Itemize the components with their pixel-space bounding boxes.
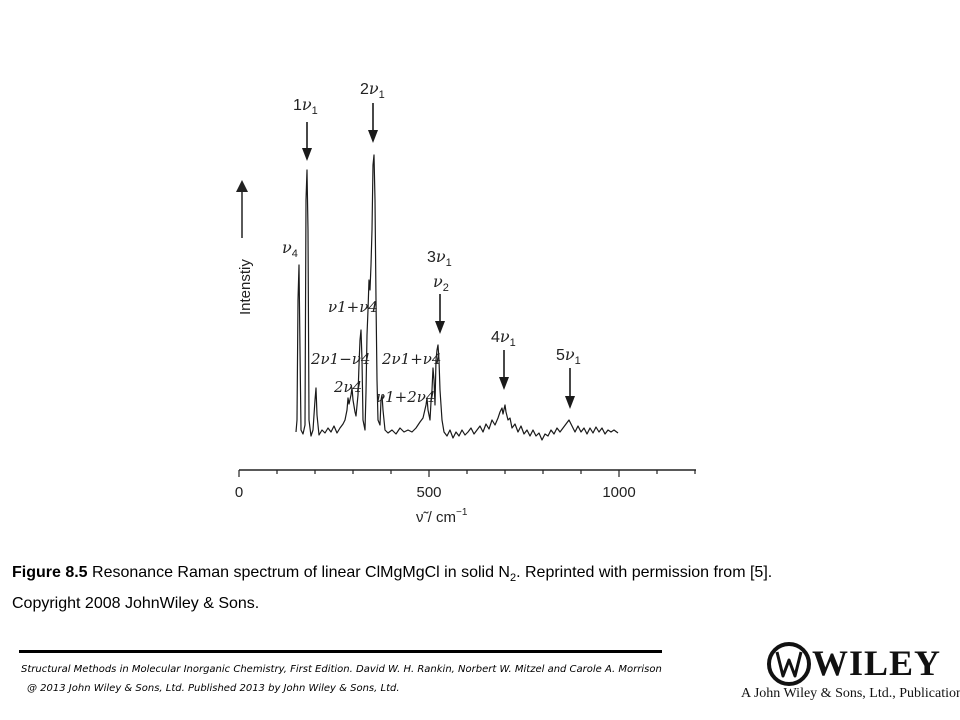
x-axis-title: ν̃ / cm−1 (416, 507, 468, 526)
arrow-5v1 (565, 368, 575, 409)
caption-text-a: Resonance Raman spectrum of linear ClMgM… (92, 564, 510, 581)
label-v4-sub: 4 (292, 248, 298, 260)
label-3v1-sub: 1 (446, 257, 452, 269)
label-4v1-coef: 4 (491, 329, 500, 346)
label-v4: ν4 (282, 238, 298, 260)
label-v2: ν2 (433, 272, 449, 294)
caption-sub: 2 (509, 572, 517, 585)
footer-divider (19, 650, 662, 653)
label-4v1-sub: 1 (510, 337, 516, 349)
citation-line-2: @ 2013 John Wiley & Sons, Ltd. Published… (27, 683, 400, 694)
caption-line2: Copyright 2008 JohnWiley & Sons. (12, 595, 260, 613)
label-5v1: 5ν1 (556, 345, 581, 367)
label-v1pv4: ν1+ν4 (328, 298, 378, 316)
label-1v1-sym: ν (302, 95, 312, 114)
label-2v1-coef: 2 (360, 81, 369, 98)
label-2v1-sym: ν (369, 79, 379, 98)
figure-caption: Figure 8.5 Resonance Raman spectrum of l… (12, 560, 942, 617)
caption-label: Figure 8.5 (12, 564, 88, 581)
citation-line-1: Structural Methods in Molecular Inorgani… (21, 664, 662, 675)
y-axis-title: Intenstiy (237, 259, 254, 315)
label-2v4: 2ν4 (333, 378, 362, 396)
x-axis-title-exp: −1 (456, 507, 468, 518)
label-v1p2v4: ν1+2ν4 (376, 388, 435, 406)
arrow-1v1 (302, 122, 312, 161)
caption-text-b: . Reprinted with permission from [5]. (516, 564, 773, 581)
spectrum-trace (295, 154, 619, 441)
arrow-4v1 (499, 350, 509, 390)
label-3v1-sym: ν (436, 247, 446, 266)
label-3v1: 3ν1 (427, 247, 452, 269)
label-2v1mv4: 2ν1−ν4 (310, 350, 370, 368)
label-v2-sym: ν (433, 272, 443, 291)
label-1v1-sub: 1 (312, 105, 318, 117)
label-2v1: 2ν1 (360, 79, 385, 101)
label-3v1-coef: 3 (427, 249, 436, 266)
spectrum-plot: 0 500 1000 ν̃ / cm−1 Intenstiy (235, 79, 696, 526)
publisher-brand: WILEY (812, 643, 942, 683)
publisher-tagline: A John Wiley & Sons, Ltd., Publication (741, 686, 960, 701)
arrow-v2 (435, 294, 445, 334)
arrow-2v1 (368, 103, 378, 143)
label-v2-sub: 2 (443, 282, 449, 294)
label-5v1-sub: 1 (575, 355, 581, 367)
wiley-logo-icon (767, 642, 811, 686)
label-2v1-sub: 1 (379, 89, 385, 101)
label-4v1-sym: ν (500, 327, 510, 346)
citation-footer: Structural Methods in Molecular Inorgani… (21, 660, 662, 698)
raman-spectrum-figure: 0 500 1000 ν̃ / cm−1 Intenstiy (235, 79, 696, 526)
label-2v1pv4: 2ν1+ν4 (381, 350, 441, 368)
x-tick-label-0: 0 (235, 484, 243, 501)
x-tick-label-500: 500 (416, 484, 441, 501)
label-1v1-coef: 1 (293, 97, 302, 114)
label-4v1: 4ν1 (491, 327, 516, 349)
y-axis-arrowhead (236, 180, 248, 192)
label-1v1: 1ν1 (293, 95, 318, 117)
x-axis-title-text: ν̃ / cm (416, 509, 456, 526)
x-tick-label-1000: 1000 (602, 484, 635, 501)
label-5v1-coef: 5 (556, 347, 565, 364)
x-axis-ticks (238, 470, 696, 477)
label-v4-sym: ν (282, 238, 292, 257)
label-5v1-sym: ν (565, 345, 575, 364)
